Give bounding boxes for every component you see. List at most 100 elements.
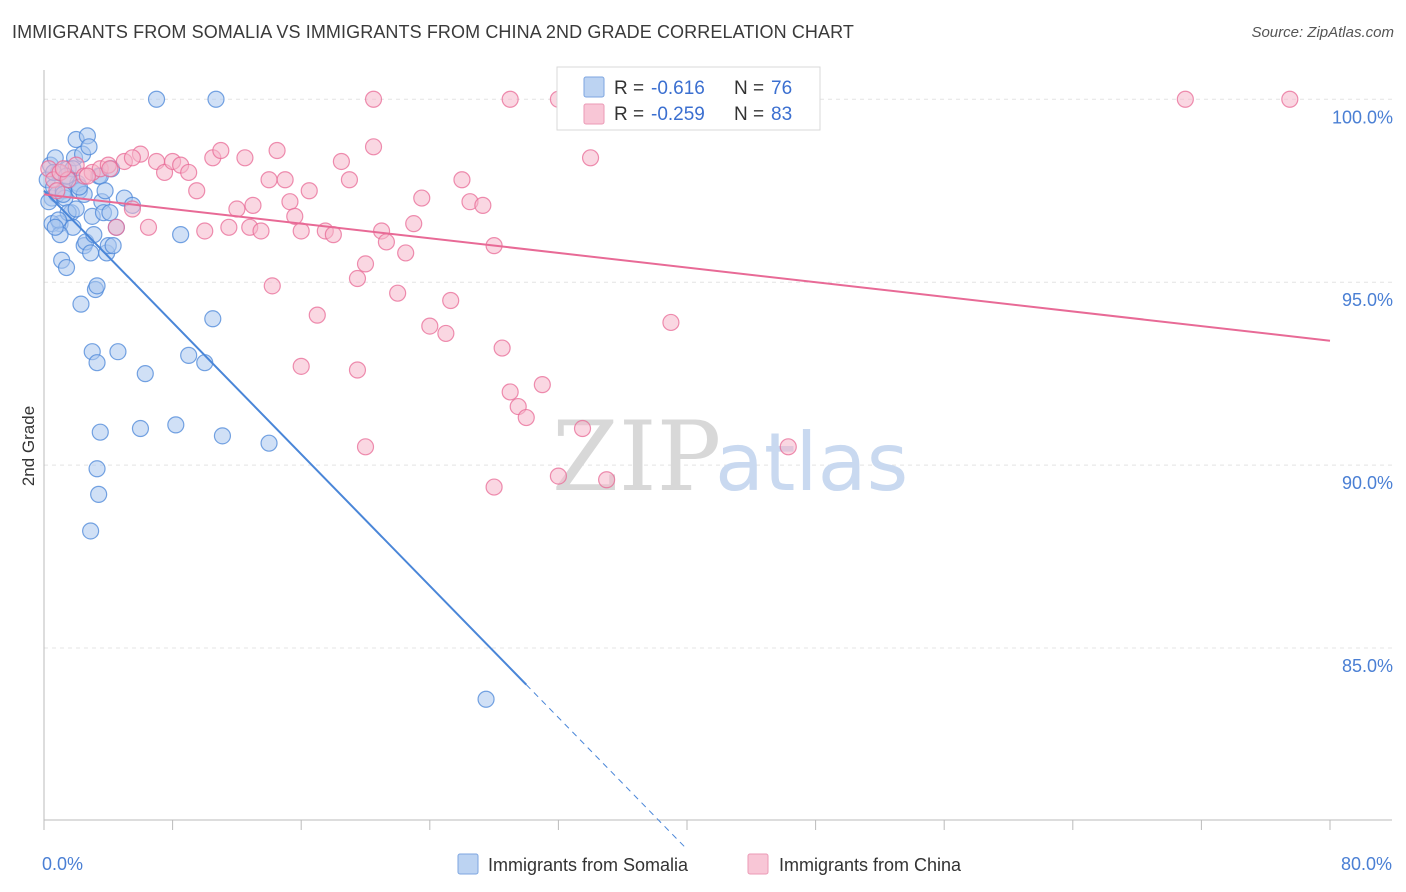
china-point	[1281, 90, 1299, 108]
legend-somalia-swatch[interactable]	[457, 853, 479, 875]
somalia-point	[67, 200, 85, 218]
series-china	[40, 90, 1299, 496]
somalia-point	[88, 354, 106, 372]
china-point	[533, 376, 551, 394]
china-point	[212, 141, 230, 160]
somalia-point	[82, 244, 100, 262]
china-point	[356, 438, 375, 456]
stats-legend: R = -0.616 N = 76 R = -0.259 N = 83	[556, 66, 821, 131]
china-point	[260, 171, 278, 189]
somalia-point	[104, 237, 122, 255]
somalia-r-label: R =	[614, 78, 644, 99]
somalia-point	[180, 346, 198, 364]
china-point	[501, 383, 519, 401]
china-point	[485, 478, 503, 496]
china-point	[286, 207, 304, 225]
somalia-point	[96, 182, 114, 200]
china-point	[662, 313, 680, 332]
china-point	[228, 200, 246, 218]
china-point	[332, 152, 350, 171]
china-point	[139, 218, 158, 236]
china-point	[220, 218, 238, 236]
china-point	[501, 90, 519, 108]
china-point	[421, 317, 439, 335]
somalia-point	[72, 295, 90, 313]
grid-lines	[44, 98, 1392, 649]
y-tick-label: 85.0%	[1342, 656, 1393, 676]
somalia-r-value: -0.616	[651, 78, 705, 99]
china-swatch	[583, 103, 605, 125]
china-point	[453, 171, 471, 189]
somalia-point	[260, 434, 278, 452]
china-point	[180, 163, 198, 182]
somalia-point	[136, 365, 154, 383]
somalia-point	[88, 460, 106, 478]
china-point	[268, 141, 286, 160]
china-point	[292, 357, 310, 375]
somalia-trend-extension	[525, 684, 688, 850]
china-point	[437, 324, 455, 343]
somalia-point	[172, 226, 190, 244]
china-point	[348, 269, 367, 288]
china-point	[474, 196, 492, 214]
legend-somalia-label[interactable]: Immigrants from Somalia	[488, 855, 689, 875]
china-point	[308, 306, 326, 324]
china-point	[196, 222, 214, 240]
china-trend-line	[43, 193, 1331, 342]
somalia-n-label: N =	[734, 78, 764, 99]
somalia-trend-line	[43, 190, 527, 686]
somalia-point	[477, 690, 495, 708]
china-point	[123, 149, 142, 167]
china-point	[292, 222, 310, 240]
somalia-n-value: 76	[771, 78, 792, 99]
china-point	[188, 182, 206, 200]
china-point	[413, 189, 431, 207]
somalia-point	[57, 258, 76, 277]
china-point	[493, 339, 511, 357]
watermark: ZIP atlas	[552, 401, 908, 513]
y-tick-label: 95.0%	[1342, 290, 1393, 310]
china-point	[364, 90, 383, 108]
china-point	[364, 138, 383, 156]
trend-lines	[43, 190, 1331, 850]
china-point	[356, 255, 375, 273]
china-point	[276, 171, 294, 189]
china-point	[517, 408, 535, 427]
china-point	[581, 149, 600, 167]
somalia-point	[207, 90, 225, 108]
somalia-point	[131, 419, 150, 438]
somalia-point	[80, 138, 98, 156]
somalia-point	[213, 427, 232, 445]
somalia-point	[90, 485, 108, 503]
y-tick-label: 90.0%	[1342, 473, 1393, 493]
x-tick-label: 80.0%	[1341, 854, 1392, 874]
china-point	[101, 160, 119, 178]
x-tick-label: 0.0%	[42, 854, 83, 874]
somalia-swatch	[583, 76, 605, 98]
china-point	[78, 167, 97, 185]
china-point	[300, 182, 318, 200]
series-legend: Immigrants from Somalia Immigrants from …	[457, 853, 962, 875]
somalia-point	[82, 522, 100, 540]
watermark-zip: ZIP	[552, 401, 721, 513]
china-point	[573, 419, 592, 438]
china-point	[377, 233, 395, 251]
legend-china-label[interactable]: Immigrants from China	[779, 855, 962, 875]
tick-labels: 100.0% 95.0% 90.0% 85.0% 0.0% 80.0%	[42, 107, 1393, 874]
china-point	[244, 196, 262, 214]
china-point	[397, 244, 415, 262]
chart-title: IMMIGRANTS FROM SOMALIA VS IMMIGRANTS FR…	[12, 22, 855, 42]
china-point	[263, 277, 281, 295]
source-credit: Source: ZipAtlas.com	[1251, 24, 1394, 41]
somalia-point	[147, 90, 166, 108]
china-point	[442, 291, 460, 310]
china-point	[236, 149, 254, 167]
china-point	[252, 222, 270, 240]
watermark-atlas: atlas	[715, 416, 908, 509]
legend-china-swatch[interactable]	[747, 853, 769, 875]
china-point	[779, 438, 797, 456]
china-r-label: R =	[614, 104, 644, 125]
china-point	[549, 467, 568, 485]
somalia-point	[167, 416, 185, 434]
